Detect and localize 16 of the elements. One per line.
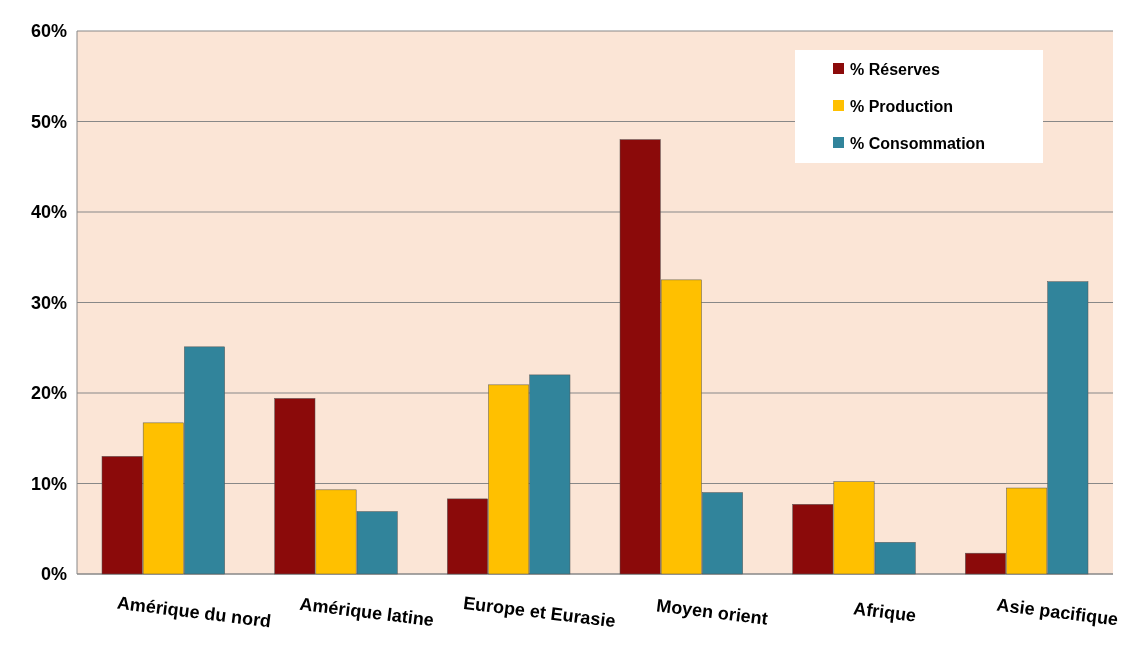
y-tick-label: 60% — [30, 21, 67, 42]
x-tick-label: Amérique du nord — [115, 592, 273, 632]
y-tick-label: 30% — [30, 292, 67, 313]
y-tick-label: 10% — [30, 473, 67, 494]
x-tick-label: Europe et Eurasie — [462, 592, 617, 632]
legend-label: % Production — [850, 97, 954, 115]
y-tick-label: 20% — [30, 383, 67, 404]
y-tick-label: 50% — [30, 111, 67, 132]
x-tick-label: Moyen orient — [655, 595, 769, 629]
x-tick-label: Afrique — [852, 598, 918, 626]
legend-label: % Réserves — [850, 60, 940, 78]
y-tick-label: 0% — [40, 564, 67, 585]
legend-label: % Consommation — [850, 134, 986, 152]
x-tick-label: Asie pacifique — [995, 594, 1120, 630]
y-tick-label: 40% — [30, 202, 67, 223]
x-tick-label: Amérique latine — [298, 593, 435, 631]
